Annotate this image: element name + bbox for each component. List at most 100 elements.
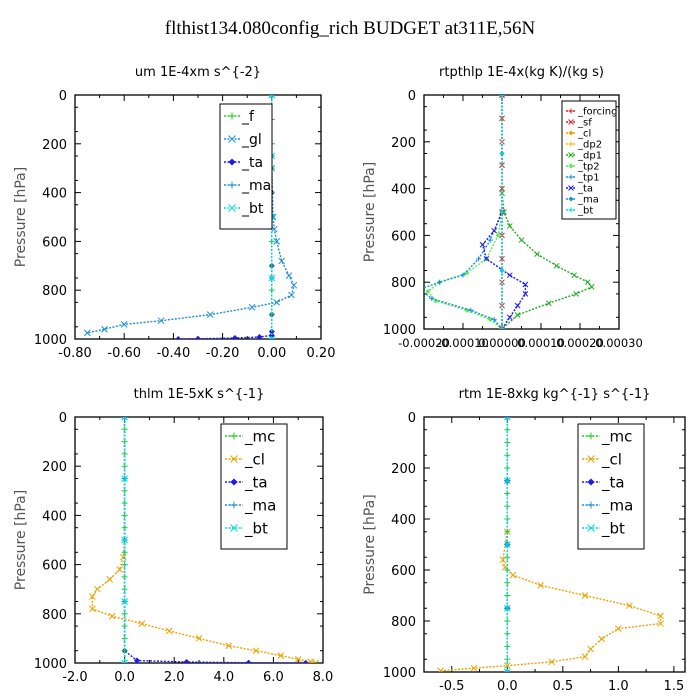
series-ta-point — [231, 335, 238, 339]
legend-label: _tp1 — [577, 173, 600, 184]
chart-3: rtm 1E-8xkg kg^{-1} s^{-1} Pressure [hPa]… — [362, 387, 686, 694]
series-cl-point-b — [581, 592, 589, 599]
y-tick-label: 0 — [408, 411, 416, 426]
chart-0: um 1E-4xm s^{-2} Pressure [hPa] 0 200 400 600… — [13, 65, 335, 361]
series-cl-point-b — [252, 647, 260, 655]
series-ta-point — [268, 328, 275, 335]
series-cl-point-b — [615, 625, 622, 633]
series-bt-point-a — [123, 417, 128, 421]
series-ta-line — [481, 95, 527, 329]
series-cl-point-a — [312, 659, 317, 663]
series-sf-point-a — [499, 326, 503, 329]
legend-label: _tp2 — [577, 162, 600, 173]
series-ta-point — [256, 334, 263, 339]
series-cl-point-b — [89, 605, 96, 613]
series-cl-line — [440, 417, 662, 672]
series-cl-point-b — [225, 642, 233, 650]
series-gl-point-b — [285, 272, 293, 279]
plot-frame — [74, 94, 322, 340]
x-tick-label: 0.5 — [552, 679, 573, 694]
x-tick-label: 0.0 — [497, 679, 518, 694]
series-gl-point-b — [290, 281, 298, 289]
series-dp1-point-b — [518, 237, 525, 243]
chart-title: thlm 1E-5xK s^{-1} — [134, 387, 265, 402]
legend-label: _bt — [244, 519, 268, 538]
x-tick-label: 1.0 — [608, 679, 629, 694]
series-cl-line — [91, 417, 316, 663]
series-ta-point-b — [514, 302, 521, 309]
series-ta-point — [302, 660, 309, 663]
legend-marker — [587, 478, 595, 486]
legend-marker-b — [587, 524, 595, 532]
series-cl-point-b — [314, 659, 319, 663]
series-bt-point-b — [271, 335, 276, 339]
series-bt-point-a — [271, 95, 276, 99]
series-ta-point — [175, 336, 182, 339]
series-cl-point-b — [438, 667, 445, 672]
x-tick-label: -0.80 — [58, 346, 92, 361]
series-tp2-point — [464, 270, 470, 276]
series-sf-point-a — [501, 95, 505, 98]
series-sf-point-b — [501, 326, 505, 329]
series-cl-point-b — [537, 581, 544, 589]
series-gl-point-b — [206, 311, 214, 318]
legend-label: _ma — [241, 178, 271, 194]
x-tick-label: 0.00020 — [556, 336, 604, 350]
chart-2: thlm 1E-5xK s^{-1} Pressure [hPa] 0 200 400 6… — [13, 387, 333, 685]
y-tick-label: 200 — [391, 462, 416, 477]
legend-label: _ta — [241, 155, 263, 171]
x-tick-label: -2.0 — [62, 670, 87, 685]
series-cl-point-b — [626, 602, 633, 610]
y-tick-label: 400 — [42, 187, 67, 202]
legend-label: _gl — [241, 132, 262, 148]
series-cl-point-b — [294, 655, 302, 663]
series-gl-point-b — [278, 257, 285, 265]
legend-marker — [568, 163, 574, 169]
series-cl-point-b — [509, 571, 517, 579]
legend-marker-b — [228, 135, 236, 143]
series-gl-point-b — [248, 303, 256, 311]
series-ta-point-b — [522, 291, 529, 297]
series-cl-point-b — [657, 620, 664, 627]
series-dp1-point-b — [588, 284, 595, 290]
x-tick-label: 4.0 — [213, 670, 234, 685]
series-bt-point-a — [506, 417, 511, 421]
series-cl-point-b — [581, 653, 589, 661]
legend-marker-b — [228, 204, 236, 212]
series-tp2-line — [426, 95, 503, 329]
series-cl-point-b — [138, 620, 146, 627]
series-tp1-line — [424, 95, 503, 329]
chart-1: rtpthlp 1E-4x(kg K)/(kg s) Pressure [hPa]… — [362, 65, 643, 350]
series-bt-point-b — [503, 541, 511, 548]
legend-label: _cl — [577, 129, 591, 140]
series-gl-point-b — [101, 325, 108, 333]
series-cl-point-b — [587, 645, 594, 653]
series-sf-point-b — [499, 255, 505, 262]
series-dp1-point-b — [584, 279, 591, 286]
series-ta-point-b — [522, 281, 529, 288]
x-tick-label: 6.0 — [263, 670, 284, 685]
legend-marker — [568, 130, 574, 136]
legend-label: _bt — [241, 201, 264, 217]
series-ta-point-b — [491, 227, 498, 234]
series-cl-point-b — [89, 593, 96, 600]
series-cl-point-b — [598, 635, 606, 643]
series-dp1-point-b — [514, 312, 521, 318]
series-group — [424, 95, 595, 329]
series-bt-point-a — [503, 668, 509, 672]
chart-title: rtpthlp 1E-4x(kg K)/(kg s) — [439, 65, 604, 80]
y-tick-label: 0 — [408, 89, 416, 104]
y-tick-label: 800 — [391, 615, 416, 630]
y-tick-label: 200 — [42, 138, 67, 153]
x-tick-label: -0.40 — [157, 346, 191, 361]
series-dp1-point-b — [553, 262, 560, 269]
y-tick-label: 800 — [42, 608, 67, 623]
legend-label: _ma — [601, 496, 633, 515]
series-bt-point-b — [503, 417, 509, 421]
series-bt-point-b — [121, 417, 126, 421]
legend-label: _mc — [601, 427, 632, 446]
y-axis-label: Pressure [hPa] — [362, 162, 378, 262]
y-tick-label: 200 — [391, 136, 416, 151]
y-axis-label: Pressure [hPa] — [13, 490, 29, 590]
legend-label: _bt — [577, 206, 593, 217]
